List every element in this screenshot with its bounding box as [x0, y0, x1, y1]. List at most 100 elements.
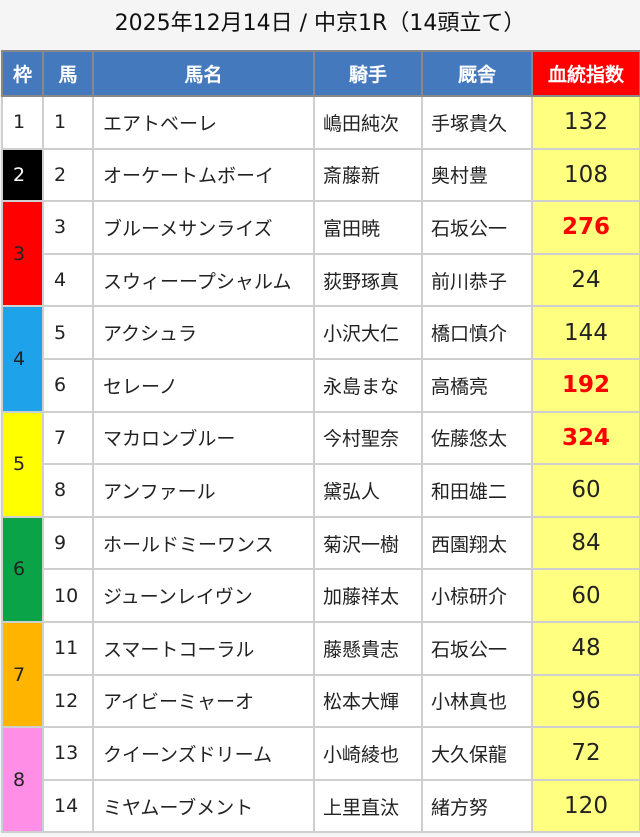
horse-name-cell: アクシュラ: [92, 305, 315, 360]
horse-name-cell: エアトベーレ: [92, 95, 315, 150]
trainer-cell: 手塚貴久: [421, 95, 533, 150]
header-name: 馬名: [92, 50, 315, 97]
table-row: 6 セレーノ 永島まな 高橋亮 192: [2, 357, 640, 413]
trainer-cell: 佐藤悠太: [421, 410, 533, 466]
jockey-cell: 松本大輝: [313, 673, 423, 729]
uma-cell: 13: [42, 726, 94, 781]
horse-name-cell: ミヤムーブメント: [92, 778, 315, 834]
table-row: 5 7 マカロンブルー 今村聖奈 佐藤悠太 324: [1, 410, 640, 518]
horse-name-cell: アンファール: [92, 463, 315, 518]
jockey-cell: 嶋田純次: [313, 95, 423, 150]
uma-cell: 5: [42, 305, 94, 360]
trainer-cell: 石坂公一: [421, 200, 533, 255]
uma-cell: 9: [42, 515, 94, 571]
uma-cell: 10: [42, 568, 94, 623]
jockey-cell: 小沢大仁: [313, 305, 423, 360]
horse-name-cell: ジューンレイヴン: [92, 568, 315, 623]
jockey-cell: 藤懸貴志: [313, 620, 423, 676]
header-waku: 枠: [1, 50, 44, 97]
waku-cell: 1: [1, 95, 44, 150]
index-cell: 108: [531, 147, 640, 203]
waku-cell: 6: [1, 515, 44, 623]
table-row: 10 ジューンレイヴン 加藤祥太 小椋研介 60: [2, 568, 640, 623]
uma-cell: 14: [42, 778, 94, 834]
index-cell: 48: [531, 620, 640, 676]
table-row: 4 5 アクシュラ 小沢大仁 橋口慎介 144: [1, 305, 640, 413]
header-index: 血統指数: [531, 50, 640, 97]
header-row: 枠 馬 馬名 騎手 厩舎 血統指数: [1, 50, 640, 97]
waku-cell: 3: [1, 200, 44, 308]
index-cell: 60: [531, 568, 640, 623]
waku-cell: 2: [1, 147, 44, 203]
table-row: 2 2 オーケートムボーイ 斎藤新 奥村豊 108: [1, 147, 640, 203]
uma-cell: 1: [42, 95, 94, 150]
uma-cell: 4: [42, 252, 94, 308]
table-row: 6 9 ホールドミーワンス 菊沢一樹 西園翔太 84: [1, 515, 640, 623]
index-cell: 24: [531, 252, 640, 308]
trainer-cell: 奥村豊: [421, 147, 533, 203]
index-cell: 84: [531, 515, 640, 571]
index-cell: 276: [531, 200, 640, 255]
jockey-cell: 富田暁: [313, 200, 423, 255]
uma-cell: 6: [42, 357, 94, 413]
header-jockey: 騎手: [313, 50, 423, 97]
uma-cell: 3: [42, 200, 94, 255]
waku-cell: 4: [1, 305, 44, 413]
table-row: 8 アンファール 黛弘人 和田雄二 60: [2, 463, 640, 518]
waku-cell: 7: [1, 620, 44, 729]
trainer-cell: 緒方努: [421, 778, 533, 834]
table-row: 14 ミヤムーブメント 上里直汰 緒方努 120: [2, 778, 640, 834]
page-title: 2025年12月14日 / 中京1R（14頭立て）: [114, 11, 526, 36]
index-cell: 132: [531, 95, 640, 150]
index-cell: 96: [531, 673, 640, 729]
uma-cell: 2: [42, 147, 94, 203]
trainer-cell: 小林真也: [421, 673, 533, 729]
jockey-cell: 小崎綾也: [313, 726, 423, 781]
jockey-cell: 荻野琢真: [313, 252, 423, 308]
index-cell: 192: [531, 357, 640, 413]
horse-name-cell: ホールドミーワンス: [92, 515, 315, 571]
header-trainer: 厩舎: [421, 50, 533, 97]
uma-cell: 8: [42, 463, 94, 518]
horse-name-cell: セレーノ: [92, 357, 315, 413]
waku-cell: 5: [1, 410, 44, 518]
horse-name-cell: オーケートムボーイ: [92, 147, 315, 203]
trainer-cell: 小椋研介: [421, 568, 533, 623]
index-cell: 120: [531, 778, 640, 834]
table-row: 12 アイビーミャーオ 松本大輝 小林真也 96: [2, 673, 640, 729]
index-cell: 60: [531, 463, 640, 518]
table-row: 1 1 エアトベーレ 嶋田純次 手塚貴久 132: [1, 95, 640, 150]
horse-name-cell: アイビーミャーオ: [92, 673, 315, 729]
horse-name-cell: クイーンズドリーム: [92, 726, 315, 781]
jockey-cell: 今村聖奈: [313, 410, 423, 466]
jockey-cell: 斎藤新: [313, 147, 423, 203]
trainer-cell: 和田雄二: [421, 463, 533, 518]
horse-name-cell: スウィーープシャルム: [92, 252, 315, 308]
index-cell: 324: [531, 410, 640, 466]
jockey-cell: 永島まな: [313, 357, 423, 413]
index-cell: 144: [531, 305, 640, 360]
jockey-cell: 黛弘人: [313, 463, 423, 518]
horse-name-cell: マカロンブルー: [92, 410, 315, 466]
race-table: 枠 馬 馬名 騎手 厩舎 血統指数 1 1 エアトベーレ 嶋田純次 手塚貴久 132 2 2 オ…: [1, 50, 640, 834]
trainer-cell: 高橋亮: [421, 357, 533, 413]
uma-cell: 11: [42, 620, 94, 676]
horse-name-cell: スマートコーラル: [92, 620, 315, 676]
table-row: 3 3 ブルーメサンライズ 富田暁 石坂公一 276: [1, 200, 640, 308]
jockey-cell: 加藤祥太: [313, 568, 423, 623]
jockey-cell: 上里直汰: [313, 778, 423, 834]
trainer-cell: 大久保龍: [421, 726, 533, 781]
waku-cell: 8: [1, 726, 44, 834]
uma-cell: 7: [42, 410, 94, 466]
trainer-cell: 石坂公一: [421, 620, 533, 676]
table-row: 8 13 クイーンズドリーム 小崎綾也 大久保龍 72: [1, 726, 640, 834]
table-row: 7 11 スマートコーラル 藤懸貴志 石坂公一 48: [1, 620, 640, 729]
uma-cell: 12: [42, 673, 94, 729]
trainer-cell: 橋口慎介: [421, 305, 533, 360]
horse-name-cell: ブルーメサンライズ: [92, 200, 315, 255]
jockey-cell: 菊沢一樹: [313, 515, 423, 571]
trainer-cell: 西園翔太: [421, 515, 533, 571]
trainer-cell: 前川恭子: [421, 252, 533, 308]
index-cell: 72: [531, 726, 640, 781]
header-uma: 馬: [42, 50, 94, 97]
